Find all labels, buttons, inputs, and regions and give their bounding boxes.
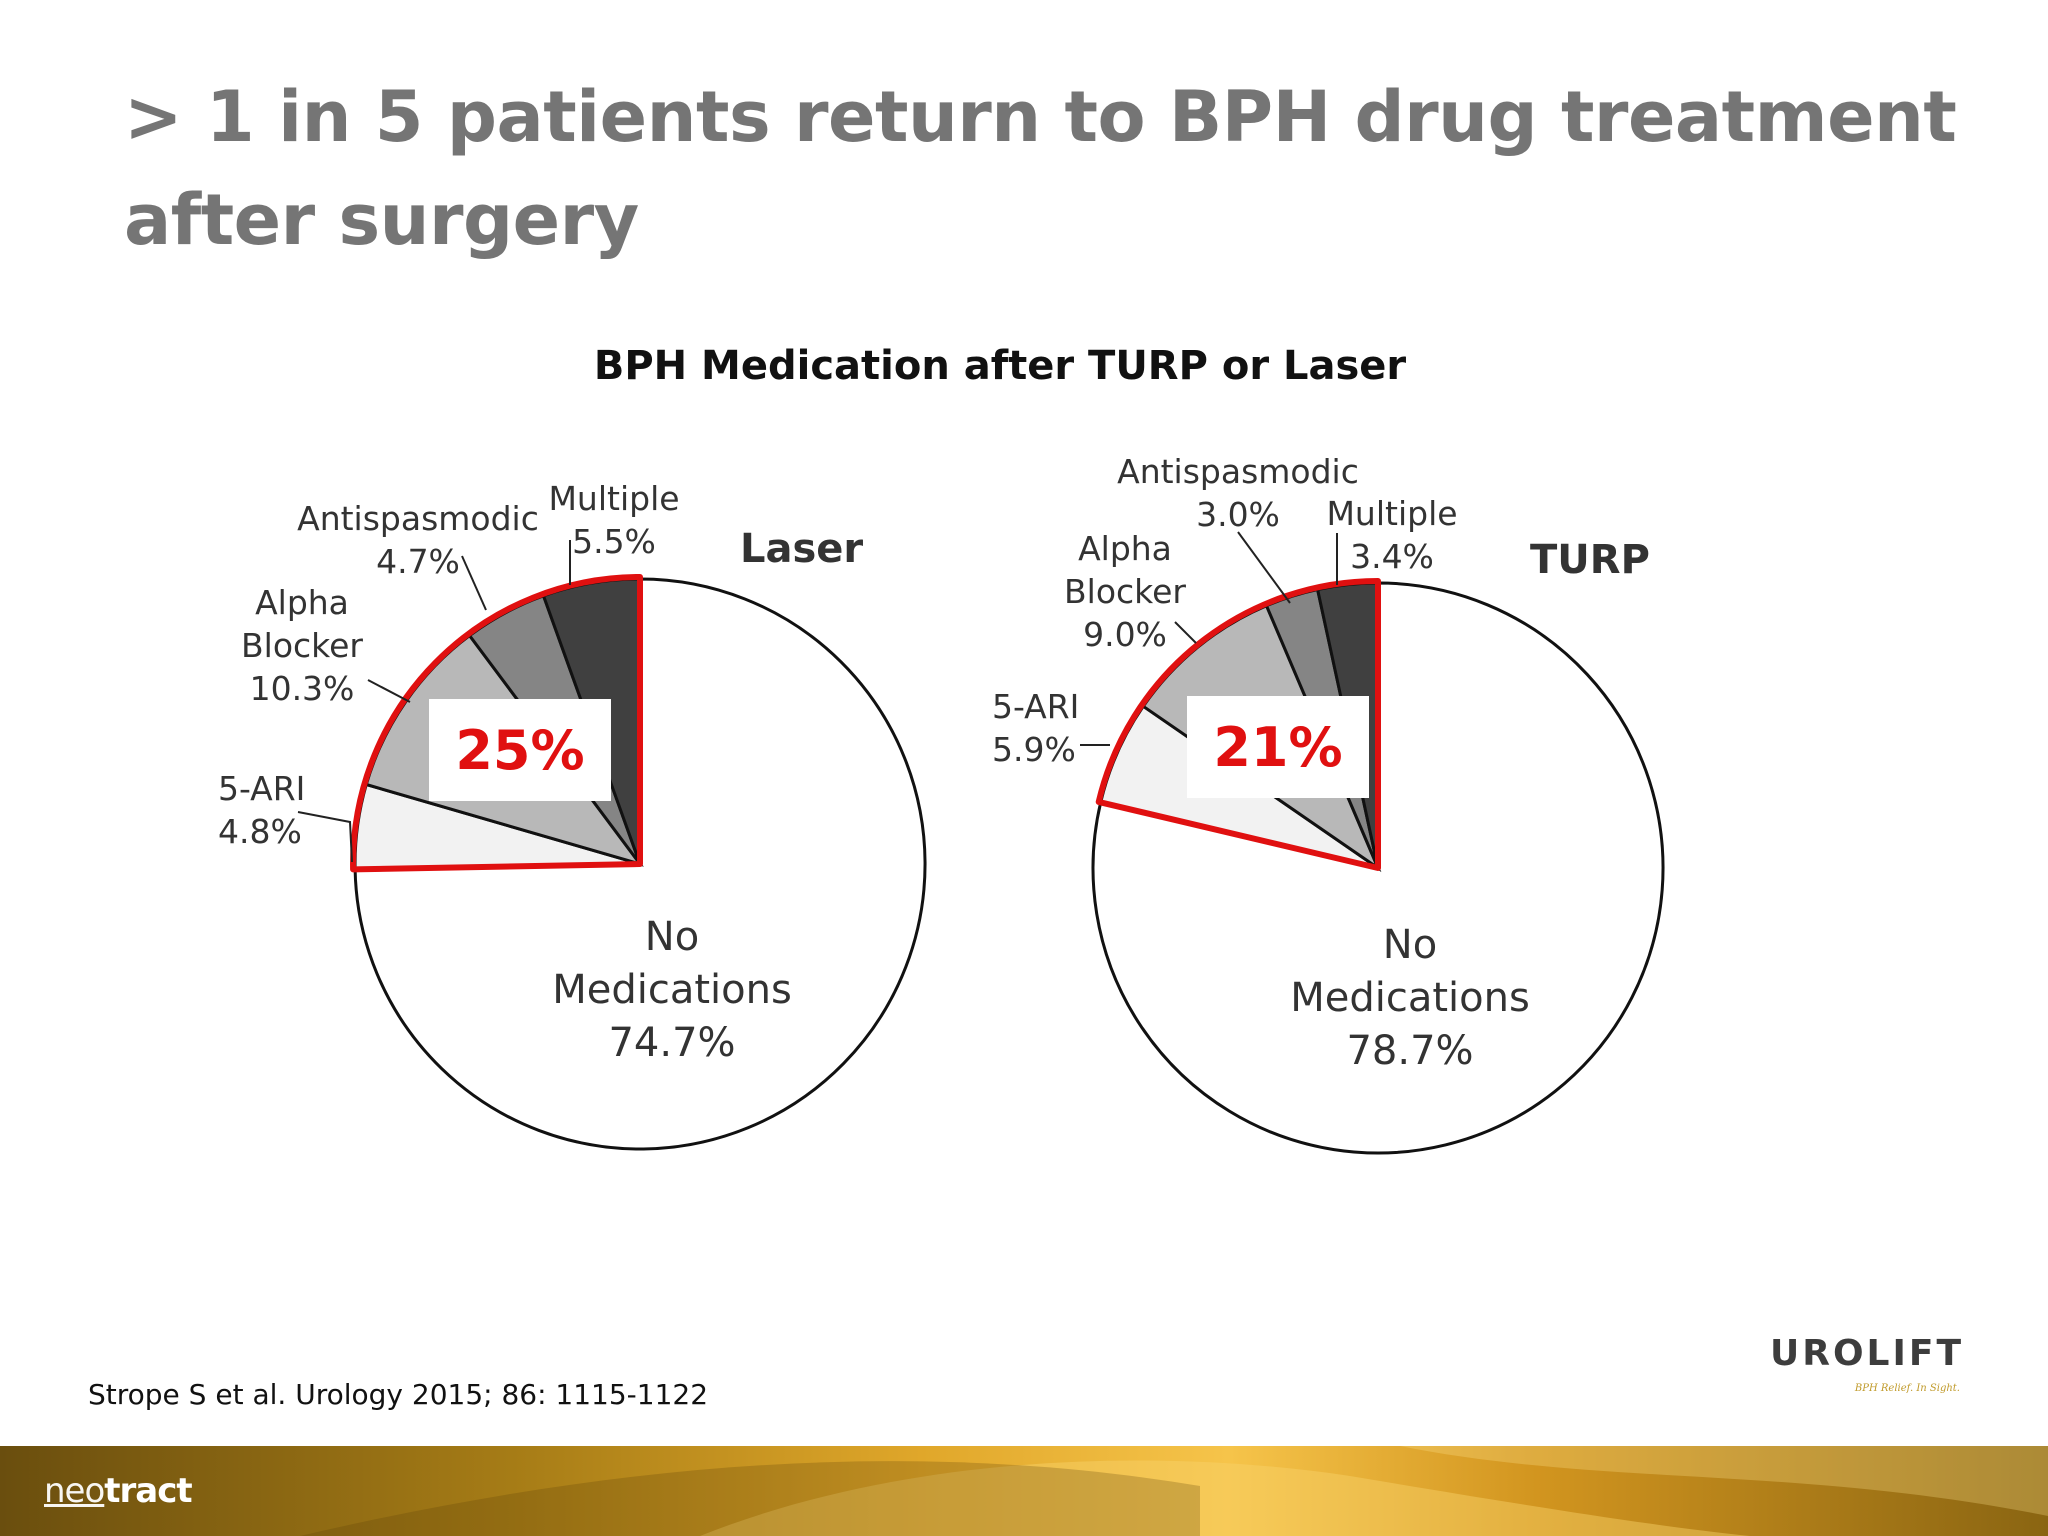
leader-line-antispasmodic xyxy=(461,555,487,611)
neotract-logo-suffix: tract xyxy=(104,1471,192,1511)
slice-value-antispasmodic: 3.0% xyxy=(1196,495,1280,534)
slice-value-multiple: 3.4% xyxy=(1350,537,1434,576)
slice-value-multiple: 5.5% xyxy=(572,522,656,561)
slice-label-no-medications: Medications xyxy=(1290,975,1530,1021)
highlight-percent: 21% xyxy=(1213,716,1342,779)
pie-chart-name: Laser xyxy=(740,526,863,572)
slice-value-5-ari: 5.9% xyxy=(992,730,1076,769)
slice-label-alpha-blocker: Blocker xyxy=(241,626,363,665)
slice-label-no-medications: Medications xyxy=(552,967,792,1013)
footer-band xyxy=(0,1446,2048,1536)
urolift-logo-wordmark: UROLIFT xyxy=(1770,1333,1965,1374)
pie-chart-laser: 25% Laser No Medications 74.7% 5-ARI 4.8% Alpha… xyxy=(218,479,927,1151)
slide-title-line-1: > 1 in 5 patients return to BPH drug tre… xyxy=(124,76,1957,158)
highlight-outline xyxy=(350,574,643,873)
highlight-box xyxy=(1187,696,1369,798)
citation: Strope S et al. Urology 2015; 86: 1115-1… xyxy=(88,1378,709,1411)
pie-chart-turp: 21% TURP No Medications 78.7% 5-ARI 5.9% Alpha B… xyxy=(992,452,1665,1155)
slide-title-line-2: after surgery xyxy=(124,179,639,261)
slice-label-no-medications: No xyxy=(1383,922,1437,968)
slice-label-5-ari: 5-ARI xyxy=(218,769,305,808)
slice-label-5-ari: 5-ARI xyxy=(992,687,1079,726)
highlight-box xyxy=(429,699,611,801)
urolift-logo-tagline: BPH Relief. In Sight. xyxy=(1854,1383,1960,1394)
slice-label-multiple: Multiple xyxy=(548,479,679,518)
slice-label-alpha-blocker: Alpha xyxy=(255,583,349,622)
slide-title: > 1 in 5 patients return to BPH drug tre… xyxy=(124,66,1974,272)
chart-heading: BPH Medication after TURP or Laser xyxy=(593,343,1407,389)
urolift-logo: UROLIFT BPH Relief. In Sight. xyxy=(1770,1333,1970,1401)
slice-value-alpha-blocker: 9.0% xyxy=(1083,615,1167,654)
slice-label-alpha-blocker: Blocker xyxy=(1064,572,1186,611)
neotract-logo-prefix: neo xyxy=(44,1471,105,1511)
slice-value-no-medications: 74.7% xyxy=(608,1020,735,1066)
slice-label-multiple: Multiple xyxy=(1326,494,1457,533)
slice-value-5-ari: 4.8% xyxy=(218,812,302,851)
highlight-outline xyxy=(1095,578,1381,871)
slice-label-no-medications: No xyxy=(645,914,699,960)
neotract-logo: neotract xyxy=(44,1471,193,1511)
footer-swoosh xyxy=(300,1446,2048,1536)
pie-chart-name: TURP xyxy=(1530,537,1650,583)
slice-label-antispasmodic: Antispasmodic xyxy=(297,499,539,538)
highlight-percent: 25% xyxy=(455,719,584,782)
leader-line-alpha-blocker xyxy=(367,679,411,703)
slice-label-alpha-blocker: Alpha xyxy=(1078,529,1172,568)
leader-line-antispasmodic xyxy=(1237,531,1291,604)
slice-label-antispasmodic: Antispasmodic xyxy=(1117,452,1359,491)
slice-value-antispasmodic: 4.7% xyxy=(376,542,460,581)
slice-value-alpha-blocker: 10.3% xyxy=(250,669,355,708)
slice-value-no-medications: 78.7% xyxy=(1346,1028,1473,1074)
leader-line-5-ari xyxy=(297,811,353,863)
leader-line-alpha-blocker xyxy=(1174,621,1197,644)
